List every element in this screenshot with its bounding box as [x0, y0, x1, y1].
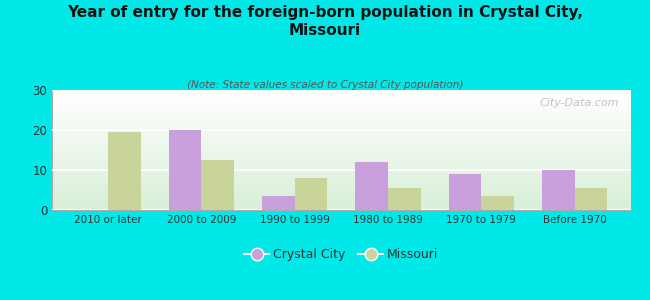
Bar: [356, 162, 388, 210]
Bar: [481, 196, 514, 210]
Text: City-Data.com: City-Data.com: [540, 98, 619, 108]
Bar: [202, 160, 234, 210]
Bar: [108, 132, 140, 210]
Bar: [448, 174, 481, 210]
Bar: [168, 130, 202, 210]
Bar: [262, 196, 294, 210]
Bar: [294, 178, 327, 210]
Text: Year of entry for the foreign-born population in Crystal City,
Missouri: Year of entry for the foreign-born popul…: [67, 4, 583, 38]
Bar: [542, 170, 575, 210]
Bar: [575, 188, 607, 210]
Text: (Note: State values scaled to Crystal City population): (Note: State values scaled to Crystal Ci…: [187, 80, 463, 89]
Legend: Crystal City, Missouri: Crystal City, Missouri: [239, 243, 443, 266]
Bar: [388, 188, 421, 210]
